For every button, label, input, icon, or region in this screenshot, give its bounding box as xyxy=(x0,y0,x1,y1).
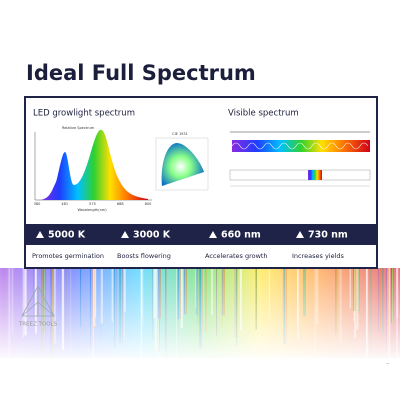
feature-value: 3000 K xyxy=(133,230,171,241)
feature-label: Boosts flowering xyxy=(117,252,171,260)
feature-band xyxy=(26,224,376,245)
right-title: Visible spectrum xyxy=(228,109,299,119)
feature-label: Increases yields xyxy=(292,252,345,260)
visible-bar xyxy=(232,140,370,152)
logo xyxy=(21,285,55,317)
cie-frame xyxy=(155,137,209,191)
x-label: Wavelength(nm) xyxy=(77,208,107,212)
triangle-icon xyxy=(296,231,304,238)
brand: TREEZ TOOLS xyxy=(18,322,58,328)
cie-diagram xyxy=(161,142,204,186)
band-visible xyxy=(308,170,322,180)
band-table xyxy=(229,169,371,181)
feature-label: Promotes germination xyxy=(32,252,104,260)
feature-value: 660 nm xyxy=(221,230,261,241)
feature-label: Accelerates growth xyxy=(205,252,268,260)
x-tick-label: 688 xyxy=(117,202,124,206)
x-tick-label: 575 xyxy=(89,202,96,206)
triangle-icon xyxy=(121,231,129,238)
left-title: LED growlight spectrum xyxy=(33,109,135,119)
title: Ideal Full Spectrum xyxy=(26,61,256,85)
streak-fade xyxy=(0,268,400,363)
feature-value: 5000 K xyxy=(48,230,86,241)
x-tick-label: 800 xyxy=(145,202,152,206)
spectrum-title: Relative Spectrum xyxy=(62,126,95,130)
triangle-icon xyxy=(209,231,217,238)
x-tick-label: 481 xyxy=(61,202,68,206)
triangle-icon xyxy=(36,231,44,238)
spectrum-curve xyxy=(40,129,148,200)
cie-label: CIE 1931 xyxy=(172,132,188,136)
feature-value: 730 nm xyxy=(308,230,348,241)
x-tick-label: 380 xyxy=(34,202,41,206)
wave xyxy=(231,142,369,150)
